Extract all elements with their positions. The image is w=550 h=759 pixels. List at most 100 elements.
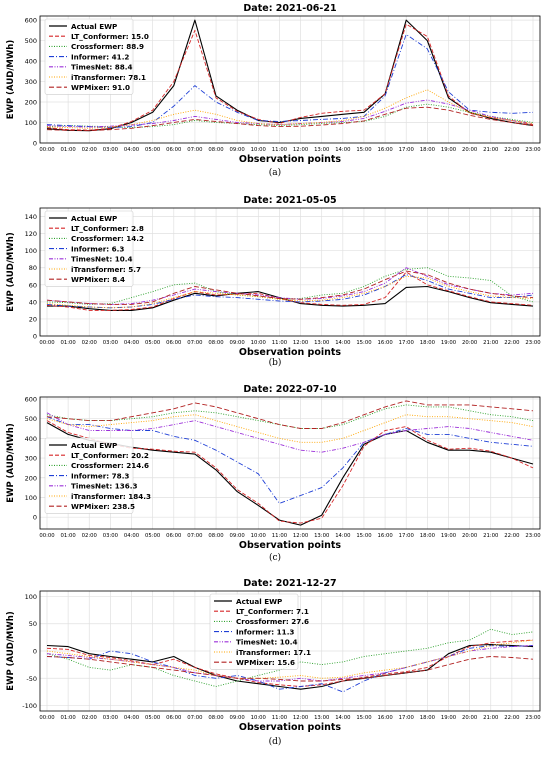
legend-label: Crossformer: 214.6 (71, 461, 149, 470)
x-tick-label: 01:00 (60, 147, 76, 153)
x-tick-label: 16:00 (377, 147, 393, 153)
x-axis-label: Observation points (239, 347, 342, 357)
series-line (46, 89, 534, 129)
caption-b: (b) (268, 358, 282, 368)
x-tick-label: 00:00 (39, 340, 55, 346)
x-tick-label: 19:00 (441, 533, 457, 539)
y-axis-label: EWP (AUD/MWh) (6, 423, 16, 503)
x-tick-label: 07:00 (187, 715, 203, 721)
plot-frame (39, 590, 541, 712)
chart-title: Date: 2021-12-27 (243, 578, 336, 589)
x-tick-label: 23:00 (525, 340, 541, 346)
x-tick-label: 04:00 (124, 715, 140, 721)
x-tick-label: 09:00 (230, 147, 246, 153)
x-tick-label: 03:00 (103, 533, 119, 539)
x-tick-label: 21:00 (483, 715, 499, 721)
y-tick-label: 200 (25, 474, 37, 482)
x-tick-label: 08:00 (208, 715, 224, 721)
x-tick-label: 23:00 (525, 147, 541, 153)
chart-svg-b: Date: 2021-05-05 0 20 40 60 80 100 120 140 00:00 0… (6, 195, 541, 357)
x-tick-label: 04:00 (124, 533, 140, 539)
y-tick-label: 80 (29, 264, 37, 272)
series-line (46, 106, 534, 132)
x-tick-label: 06:00 (166, 340, 182, 346)
x-tick-label: 20:00 (462, 340, 478, 346)
y-tick-label: 200 (25, 99, 37, 107)
x-tick-label: 09:00 (230, 715, 246, 721)
y-tick-label: 50 (29, 620, 37, 628)
x-tick-label: 10:00 (251, 533, 267, 539)
y-tick-label: 400 (25, 58, 37, 66)
series-line (46, 400, 534, 429)
x-tick-label: 10:00 (251, 715, 267, 721)
x-tick-label: 16:00 (377, 340, 393, 346)
x-tick-label: 17:00 (399, 147, 415, 153)
legend-label: TimesNet: 10.4 (236, 638, 297, 647)
x-tick-label: 18:00 (420, 147, 436, 153)
legend-label: LT_Conformer: 2.8 (71, 224, 144, 233)
y-axis-label: EWP (AUD/MWh) (6, 611, 16, 691)
legend-label: Actual EWP (71, 441, 117, 450)
legend-box (44, 210, 134, 287)
y-tick-label: 600 (25, 395, 37, 403)
legend-label: iTransformer: 17.1 (236, 648, 311, 657)
y-tick-label: 0 (33, 648, 37, 656)
series-line (46, 275, 534, 309)
y-tick-label: 300 (25, 455, 37, 463)
y-axis-label: EWP (AUD/MWh) (6, 232, 16, 312)
x-tick-label: 04:00 (124, 147, 140, 153)
x-tick-label: 12:00 (293, 340, 309, 346)
chart-panel-a: Date: 2021-06-21 0 100 200 300 400 500 600 00:00… (0, 0, 550, 190)
x-tick-label: 17:00 (399, 340, 415, 346)
x-tick-label: 23:00 (525, 533, 541, 539)
x-tick-label: 15:00 (356, 147, 372, 153)
x-tick-label: 12:00 (293, 533, 309, 539)
plot-frame (39, 15, 541, 144)
chart-panel-d: Date: 2021-12-27 -100 -50 0 50 100 00:00 01:00 0… (0, 575, 550, 759)
caption-c: (c) (268, 553, 282, 563)
x-tick-label: 03:00 (103, 147, 119, 153)
chart-panel-c: Date: 2022-07-10 0 100 200 300 400 500 600 00:00… (0, 381, 550, 571)
y-tick-label: 140 (25, 213, 37, 221)
series-line (46, 656, 534, 682)
series-line (46, 274, 534, 309)
legend-label: LT_Conformer: 7.1 (236, 607, 309, 616)
x-tick-label: 06:00 (166, 533, 182, 539)
series-line (46, 267, 534, 305)
legend-label: Informer: 6.3 (71, 244, 124, 253)
y-tick-label: 0 (33, 333, 37, 341)
x-tick-label: 18:00 (420, 340, 436, 346)
x-tick-label: 17:00 (399, 715, 415, 721)
y-tick-label: 100 (25, 494, 37, 502)
y-tick-label: 20 (29, 315, 37, 323)
legend-label: Actual EWP (236, 597, 282, 606)
x-tick-label: 15:00 (356, 715, 372, 721)
x-tick-label: 22:00 (504, 340, 520, 346)
legend-label: Crossformer: 88.9 (71, 42, 144, 51)
x-tick-label: 20:00 (462, 147, 478, 153)
chart-svg-a: Date: 2021-06-21 0 100 200 300 400 500 600 00:00… (6, 3, 541, 165)
series-line (46, 99, 534, 128)
x-tick-label: 22:00 (504, 147, 520, 153)
x-tick-label: 01:00 (60, 340, 76, 346)
x-tick-label: 15:00 (356, 340, 372, 346)
legend-label: Informer: 41.2 (71, 52, 129, 61)
series-line (46, 33, 534, 129)
x-tick-label: 18:00 (420, 533, 436, 539)
plot-frame (39, 396, 541, 530)
x-tick-label: 05:00 (145, 533, 161, 539)
x-tick-label: 09:00 (230, 533, 246, 539)
x-tick-label: 14:00 (335, 715, 351, 721)
x-tick-label: 07:00 (187, 533, 203, 539)
x-tick-label: 03:00 (103, 340, 119, 346)
x-tick-label: 03:00 (103, 715, 119, 721)
legend-label: iTransformer: 184.3 (71, 492, 151, 501)
x-tick-label: 18:00 (420, 715, 436, 721)
y-tick-label: 600 (25, 17, 37, 25)
y-tick-label: 100 (25, 119, 37, 127)
y-tick-label: 500 (25, 37, 37, 45)
series-line (46, 639, 534, 679)
